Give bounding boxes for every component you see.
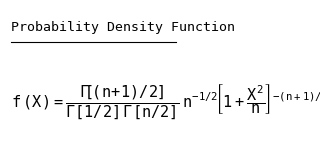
Text: $\mathtt{f\,(X) = \dfrac{\Gamma\!\left[(n\!+\!1)/2\right]}{\Gamma[1/2]\,\Gamma[n: $\mathtt{f\,(X) = \dfrac{\Gamma\!\left[(… <box>11 83 320 121</box>
Text: Probability Density Function: Probability Density Function <box>11 21 235 34</box>
